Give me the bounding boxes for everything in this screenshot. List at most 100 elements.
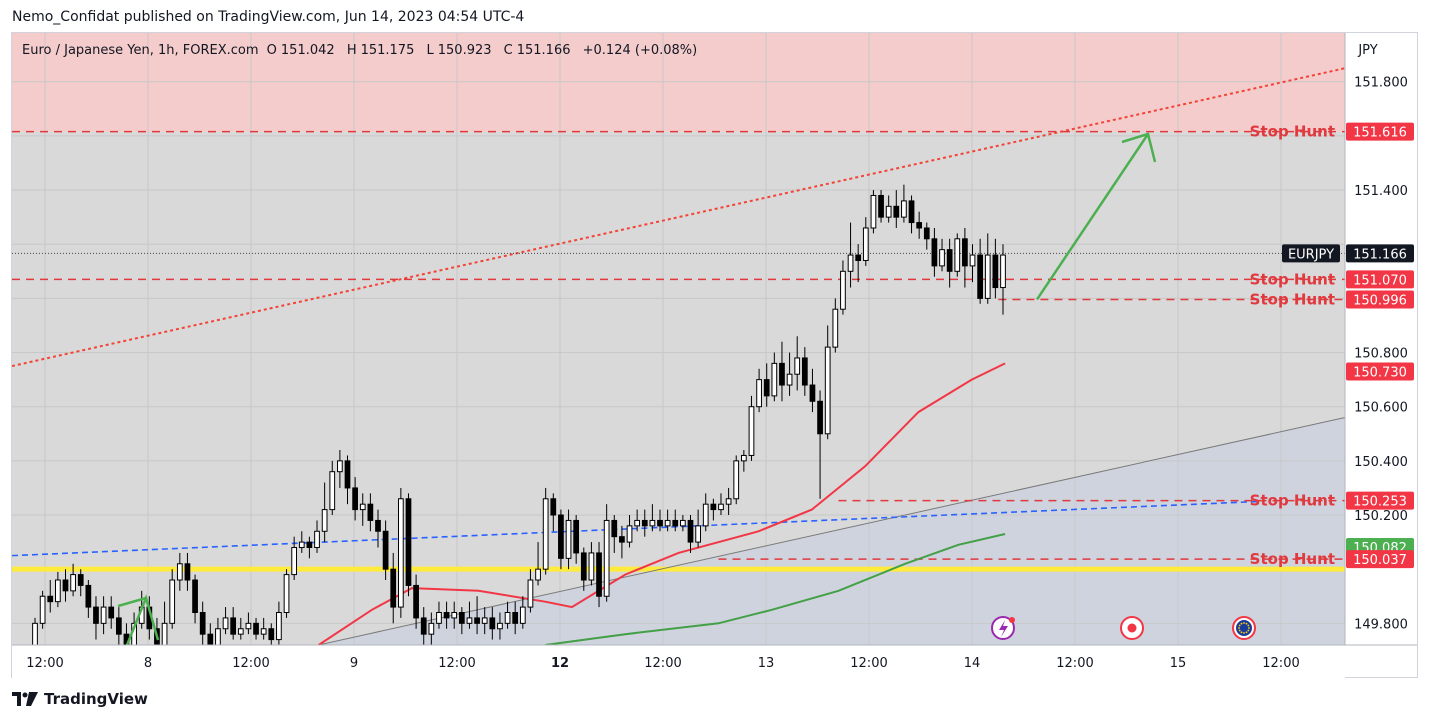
candle bbox=[489, 607, 496, 640]
candle-body bbox=[786, 373, 793, 386]
candle bbox=[634, 509, 641, 532]
candle-body bbox=[321, 509, 328, 532]
candle-body bbox=[680, 519, 686, 527]
candle-body bbox=[939, 249, 945, 267]
stop-hunt-label: Stop Hunt bbox=[1250, 550, 1335, 568]
candle bbox=[230, 607, 237, 640]
candle-body bbox=[397, 498, 404, 608]
candle bbox=[817, 390, 823, 499]
candle-body bbox=[847, 254, 854, 272]
price-tick-label: 151.400 bbox=[1354, 184, 1408, 199]
candle-body bbox=[931, 238, 938, 267]
candle-body bbox=[992, 254, 999, 289]
lightning-bolt-icon bbox=[999, 620, 1008, 637]
candle bbox=[923, 222, 930, 250]
candle bbox=[824, 325, 831, 440]
record-event-icon bbox=[1120, 616, 1144, 640]
candle-body bbox=[253, 622, 259, 635]
candle-body bbox=[458, 612, 465, 624]
publisher-line: Nemo_Confidat published on TradingView.c… bbox=[12, 9, 525, 25]
candle bbox=[962, 227, 968, 288]
candle-body bbox=[207, 633, 214, 646]
candle-body bbox=[215, 628, 221, 646]
eu-flag-star bbox=[1238, 629, 1241, 632]
candle bbox=[413, 574, 419, 629]
candle bbox=[725, 487, 732, 516]
candle-body bbox=[451, 612, 458, 619]
candle-body bbox=[710, 503, 717, 511]
legend-low: 150.923 bbox=[437, 43, 492, 58]
candle-body bbox=[481, 617, 488, 624]
eu-flag-event-icon bbox=[1232, 616, 1256, 640]
candle-body bbox=[314, 530, 320, 549]
candle-body bbox=[824, 346, 831, 435]
time-tick-label: 12:00 bbox=[26, 656, 63, 671]
footer-brand: TradingView bbox=[44, 690, 148, 708]
candle-body bbox=[306, 541, 313, 549]
time-tick-label: 12:00 bbox=[1056, 656, 1093, 671]
eu-flag-star bbox=[1240, 631, 1243, 634]
candle bbox=[740, 450, 747, 472]
eu-flag-star bbox=[1247, 629, 1250, 632]
candle-body bbox=[428, 622, 435, 635]
candle-body bbox=[192, 579, 198, 614]
symbol-tag-bg bbox=[1282, 244, 1340, 263]
eu-flag-disc bbox=[1236, 620, 1252, 636]
candle-body bbox=[809, 384, 816, 402]
price-tick-label: 150.200 bbox=[1354, 509, 1408, 524]
candle-body bbox=[527, 579, 534, 608]
candle-body bbox=[664, 519, 671, 527]
candle bbox=[878, 190, 884, 223]
candle-body bbox=[718, 503, 724, 511]
candle-body bbox=[779, 362, 785, 386]
candle-body bbox=[443, 612, 450, 619]
candle-body bbox=[817, 400, 823, 435]
candle bbox=[176, 552, 183, 591]
candle bbox=[885, 195, 892, 223]
stop-hunt-label: Stop Hunt bbox=[1250, 270, 1335, 288]
candle bbox=[184, 552, 191, 591]
candle-body bbox=[725, 498, 732, 505]
candle-body bbox=[237, 628, 244, 635]
candle bbox=[573, 515, 580, 564]
candle bbox=[260, 617, 267, 640]
candle bbox=[47, 580, 54, 613]
candle bbox=[55, 571, 61, 608]
candle bbox=[657, 509, 663, 532]
candle-body bbox=[923, 227, 930, 240]
eu-flag-star bbox=[1238, 627, 1240, 629]
candle-body bbox=[870, 194, 877, 229]
candle-body bbox=[420, 617, 427, 635]
candle-body bbox=[878, 194, 884, 218]
candle bbox=[329, 460, 336, 516]
candle bbox=[519, 596, 526, 629]
price-badge-value: 150.730 bbox=[1353, 365, 1407, 380]
price-tick-label: 151.800 bbox=[1354, 76, 1408, 91]
candle bbox=[291, 536, 298, 581]
projection-arrow-small-head bbox=[117, 596, 147, 608]
candle-body bbox=[108, 606, 115, 619]
price-badge: 150.730 bbox=[1346, 362, 1414, 381]
time-tick-label: 12:00 bbox=[850, 656, 887, 671]
candle bbox=[748, 395, 755, 461]
candle bbox=[85, 580, 92, 618]
candle bbox=[611, 515, 618, 553]
candle-body bbox=[619, 536, 625, 543]
candle bbox=[62, 569, 69, 602]
candle bbox=[763, 363, 770, 407]
footer: TradingView bbox=[12, 690, 148, 708]
candle bbox=[558, 509, 564, 570]
candle bbox=[855, 244, 862, 283]
candle bbox=[253, 617, 259, 640]
time-tick-label: 13 bbox=[758, 656, 775, 671]
stop-hunt-badge-value: 151.616 bbox=[1353, 126, 1407, 141]
time-tick-label: 12:00 bbox=[1262, 656, 1299, 671]
candle-body bbox=[115, 617, 122, 635]
candle-body bbox=[763, 379, 770, 397]
candle bbox=[840, 260, 846, 315]
candle-body bbox=[298, 541, 305, 549]
candle bbox=[199, 601, 206, 645]
candle-body bbox=[740, 454, 747, 462]
stop-hunt-badge-value: 151.070 bbox=[1353, 273, 1407, 288]
